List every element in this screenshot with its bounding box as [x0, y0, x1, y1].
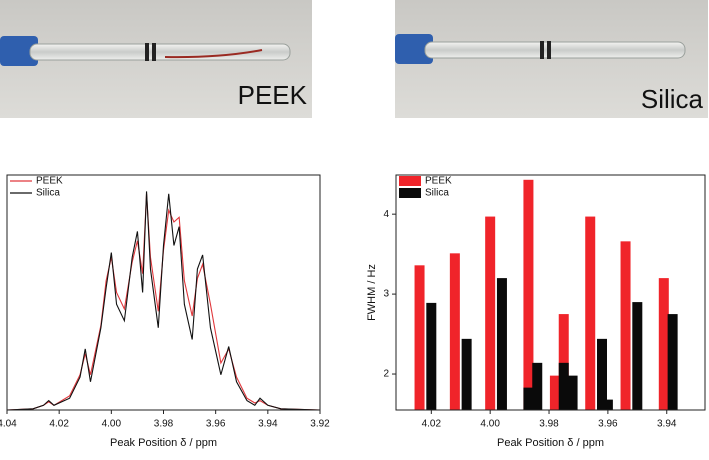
bar — [532, 362, 543, 410]
x-tick-label: 4.02 — [422, 419, 442, 430]
x-tick-label: 4.00 — [102, 419, 122, 430]
plot-frame — [6, 174, 321, 411]
chart-bar: 4.02 4.00 3.98 3.96 3.94 2 3 4 Peak Position δ /… — [366, 174, 706, 449]
legend-label: Silica — [36, 188, 60, 199]
y-tick-label: 2 — [383, 369, 389, 380]
photo-label: PEEK — [238, 80, 308, 110]
legend-label: PEEK — [36, 176, 63, 187]
legend-swatch — [399, 176, 421, 186]
legend-label: PEEK — [425, 176, 452, 187]
bar — [667, 314, 678, 410]
bar — [549, 375, 560, 410]
x-tick-label: 4.00 — [480, 419, 500, 430]
line — [6, 191, 321, 411]
bar — [523, 179, 534, 410]
bar — [449, 253, 460, 410]
bar — [602, 399, 613, 410]
photo-peek: PEEK — [0, 0, 312, 118]
bar — [585, 216, 596, 410]
photo-silica: Silica — [395, 0, 708, 118]
x-axis-label: Peak Position δ / ppm — [497, 437, 604, 449]
y-axis-label: FWHM / Hz — [366, 264, 378, 321]
x-tick-label: 4.02 — [49, 419, 69, 430]
x-tick-label: 3.96 — [206, 419, 226, 430]
bar — [461, 338, 472, 410]
bar — [496, 278, 507, 410]
bar — [620, 241, 631, 410]
photo-label: Silica — [641, 84, 704, 114]
chart-line: 4.04 4.02 4.00 3.98 3.96 3.94 3.92 Peak Positio… — [0, 174, 330, 449]
bar — [632, 302, 643, 410]
bar — [523, 387, 534, 410]
legend-swatch — [399, 188, 421, 198]
x-tick-label: 3.92 — [310, 419, 330, 430]
legend-label: Silica — [425, 188, 449, 199]
bar — [658, 278, 669, 410]
bar — [558, 362, 569, 410]
x-tick-label: 4.04 — [0, 419, 17, 430]
x-tick-label: 3.94 — [258, 419, 278, 430]
x-tick-label: 3.98 — [154, 419, 174, 430]
y-tick-label: 3 — [383, 289, 389, 300]
bar — [414, 265, 425, 410]
bar — [426, 302, 437, 410]
bar — [558, 314, 569, 410]
x-tick-label: 3.98 — [539, 419, 559, 430]
bar — [567, 375, 578, 410]
x-axis-label: Peak Position δ / ppm — [110, 437, 217, 449]
line — [6, 193, 321, 411]
bar — [597, 338, 607, 410]
x-tick-label: 3.96 — [598, 419, 618, 430]
bar — [485, 216, 496, 410]
plot-frame — [395, 174, 706, 411]
y-tick-label: 4 — [383, 209, 389, 220]
x-tick-label: 3.94 — [657, 419, 677, 430]
